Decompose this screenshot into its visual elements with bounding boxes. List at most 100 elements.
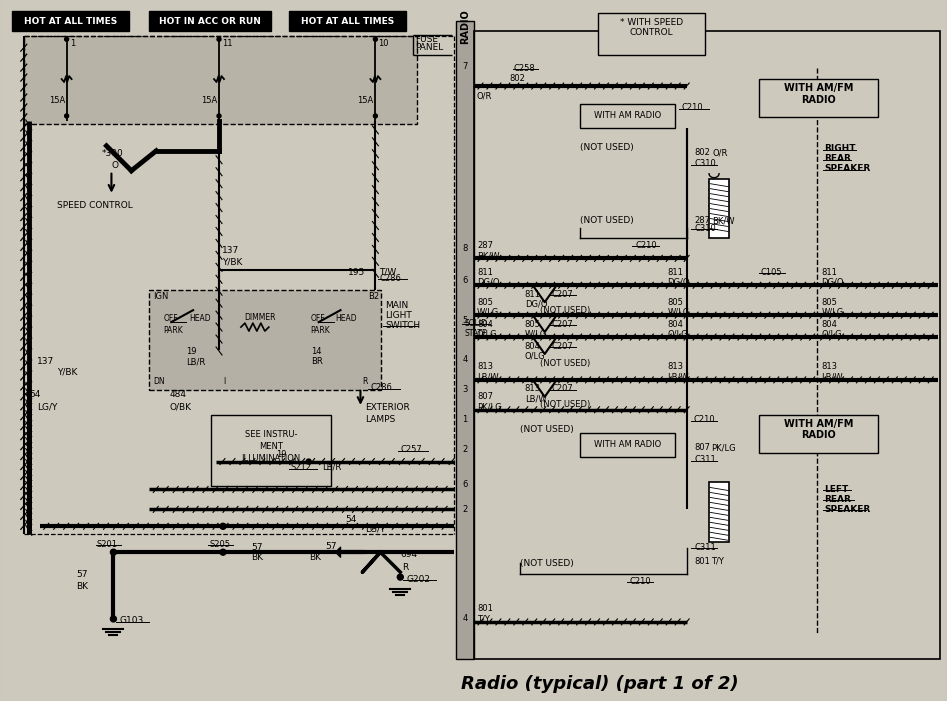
Text: 14: 14 (311, 348, 321, 357)
Bar (456, 21, 474, 659)
Text: C286: C286 (380, 274, 402, 283)
Text: 3: 3 (462, 386, 468, 395)
Text: BR: BR (311, 358, 322, 367)
Text: DG/O: DG/O (525, 300, 547, 308)
Text: SPEED CONTROL: SPEED CONTROL (57, 201, 133, 210)
Text: LB/W: LB/W (477, 372, 499, 381)
Text: W/LG: W/LG (668, 308, 689, 317)
Text: 802: 802 (509, 74, 526, 83)
Text: O/R: O/R (712, 149, 727, 157)
Circle shape (373, 114, 378, 118)
Circle shape (111, 616, 116, 622)
Text: 8: 8 (462, 244, 468, 253)
Text: 137: 137 (37, 358, 54, 367)
Circle shape (306, 459, 312, 464)
Text: SEE INSTRU-: SEE INSTRU- (244, 430, 297, 439)
Text: PK/LG: PK/LG (711, 443, 736, 452)
Text: WITH AM/FM
RADIO: WITH AM/FM RADIO (784, 419, 853, 440)
Text: C286: C286 (370, 383, 392, 393)
Text: I: I (223, 377, 225, 386)
Text: C210: C210 (681, 104, 703, 112)
Bar (759, 415, 879, 453)
Text: 287: 287 (694, 216, 710, 225)
Text: 804: 804 (525, 341, 541, 350)
Text: LIGHT: LIGHT (385, 311, 412, 320)
Text: T/Y: T/Y (711, 557, 724, 566)
Text: T/W: T/W (380, 268, 397, 277)
Bar (150, 290, 382, 390)
Circle shape (64, 37, 68, 41)
Bar (474, 32, 940, 659)
Text: 11: 11 (222, 39, 233, 48)
Text: 804: 804 (477, 320, 492, 329)
Text: REAR: REAR (825, 154, 851, 163)
Text: 1: 1 (70, 39, 75, 48)
Text: SWITCH: SWITCH (385, 320, 420, 329)
Text: 804: 804 (822, 320, 837, 329)
Text: IGN: IGN (153, 292, 169, 301)
Text: RADIO: RADIO (460, 9, 470, 43)
Text: STATE: STATE (464, 329, 487, 338)
Text: (NOT USED): (NOT USED) (540, 306, 590, 315)
Text: HEAD: HEAD (189, 313, 211, 322)
Text: C207: C207 (552, 290, 574, 299)
Text: LB/W: LB/W (822, 372, 843, 381)
Text: 287: 287 (477, 241, 493, 250)
Text: OFF: OFF (163, 313, 178, 322)
Text: 57: 57 (326, 542, 337, 551)
Text: SPEAKER: SPEAKER (825, 505, 871, 514)
Text: G103: G103 (119, 616, 144, 625)
Text: C207: C207 (552, 384, 574, 393)
Text: BK/W: BK/W (712, 216, 735, 225)
Text: HOT AT ALL TIMES: HOT AT ALL TIMES (24, 17, 117, 26)
Text: (NOT USED): (NOT USED) (520, 559, 574, 568)
Text: W/LG: W/LG (525, 329, 547, 339)
Text: LG/Y: LG/Y (366, 525, 385, 533)
Text: C257: C257 (401, 445, 422, 454)
Text: 805: 805 (525, 320, 541, 329)
Text: W/LG: W/LG (822, 308, 844, 317)
Text: 813: 813 (525, 384, 541, 393)
Text: (NOT USED): (NOT USED) (580, 143, 634, 152)
Text: 813: 813 (822, 362, 837, 372)
Text: S201: S201 (97, 540, 117, 549)
Text: WITH AM/FM
RADIO: WITH AM/FM RADIO (784, 83, 853, 105)
Text: OFF: OFF (311, 313, 325, 322)
Text: PANEL: PANEL (415, 43, 443, 52)
Text: BK: BK (251, 552, 263, 562)
Text: 2: 2 (462, 445, 468, 454)
Text: C207: C207 (552, 320, 574, 329)
Bar (580, 104, 675, 128)
Text: C258: C258 (514, 64, 536, 73)
Text: 4: 4 (462, 615, 468, 623)
Text: WITH AM RADIO: WITH AM RADIO (594, 111, 661, 121)
Text: 811: 811 (525, 290, 541, 299)
Text: PARK: PARK (163, 325, 183, 334)
Text: Y/BK: Y/BK (222, 258, 242, 267)
Text: 802: 802 (694, 149, 710, 157)
Text: LEFT: LEFT (825, 485, 849, 494)
Text: BK/W: BK/W (477, 252, 499, 261)
Bar (580, 433, 675, 456)
Text: DG/O: DG/O (668, 278, 689, 287)
Text: 811: 811 (822, 268, 837, 277)
Text: BK: BK (309, 552, 321, 562)
Text: 484: 484 (170, 390, 187, 400)
Text: O/LG: O/LG (477, 329, 497, 339)
Text: 10: 10 (379, 39, 389, 48)
Bar (598, 13, 706, 55)
Text: 54: 54 (346, 515, 357, 524)
Text: 19: 19 (187, 348, 197, 357)
Text: 15A: 15A (201, 97, 217, 105)
Circle shape (398, 574, 403, 580)
Text: LB/W: LB/W (525, 394, 546, 403)
Text: 807: 807 (694, 443, 710, 452)
Text: 57: 57 (77, 570, 88, 578)
Text: MAIN: MAIN (385, 301, 408, 310)
Text: 801: 801 (694, 557, 710, 566)
Text: LB/R: LB/R (323, 462, 342, 471)
Text: (NOT USED): (NOT USED) (540, 360, 590, 369)
Text: 4: 4 (462, 355, 468, 365)
Text: R: R (402, 563, 408, 571)
Circle shape (373, 37, 378, 41)
